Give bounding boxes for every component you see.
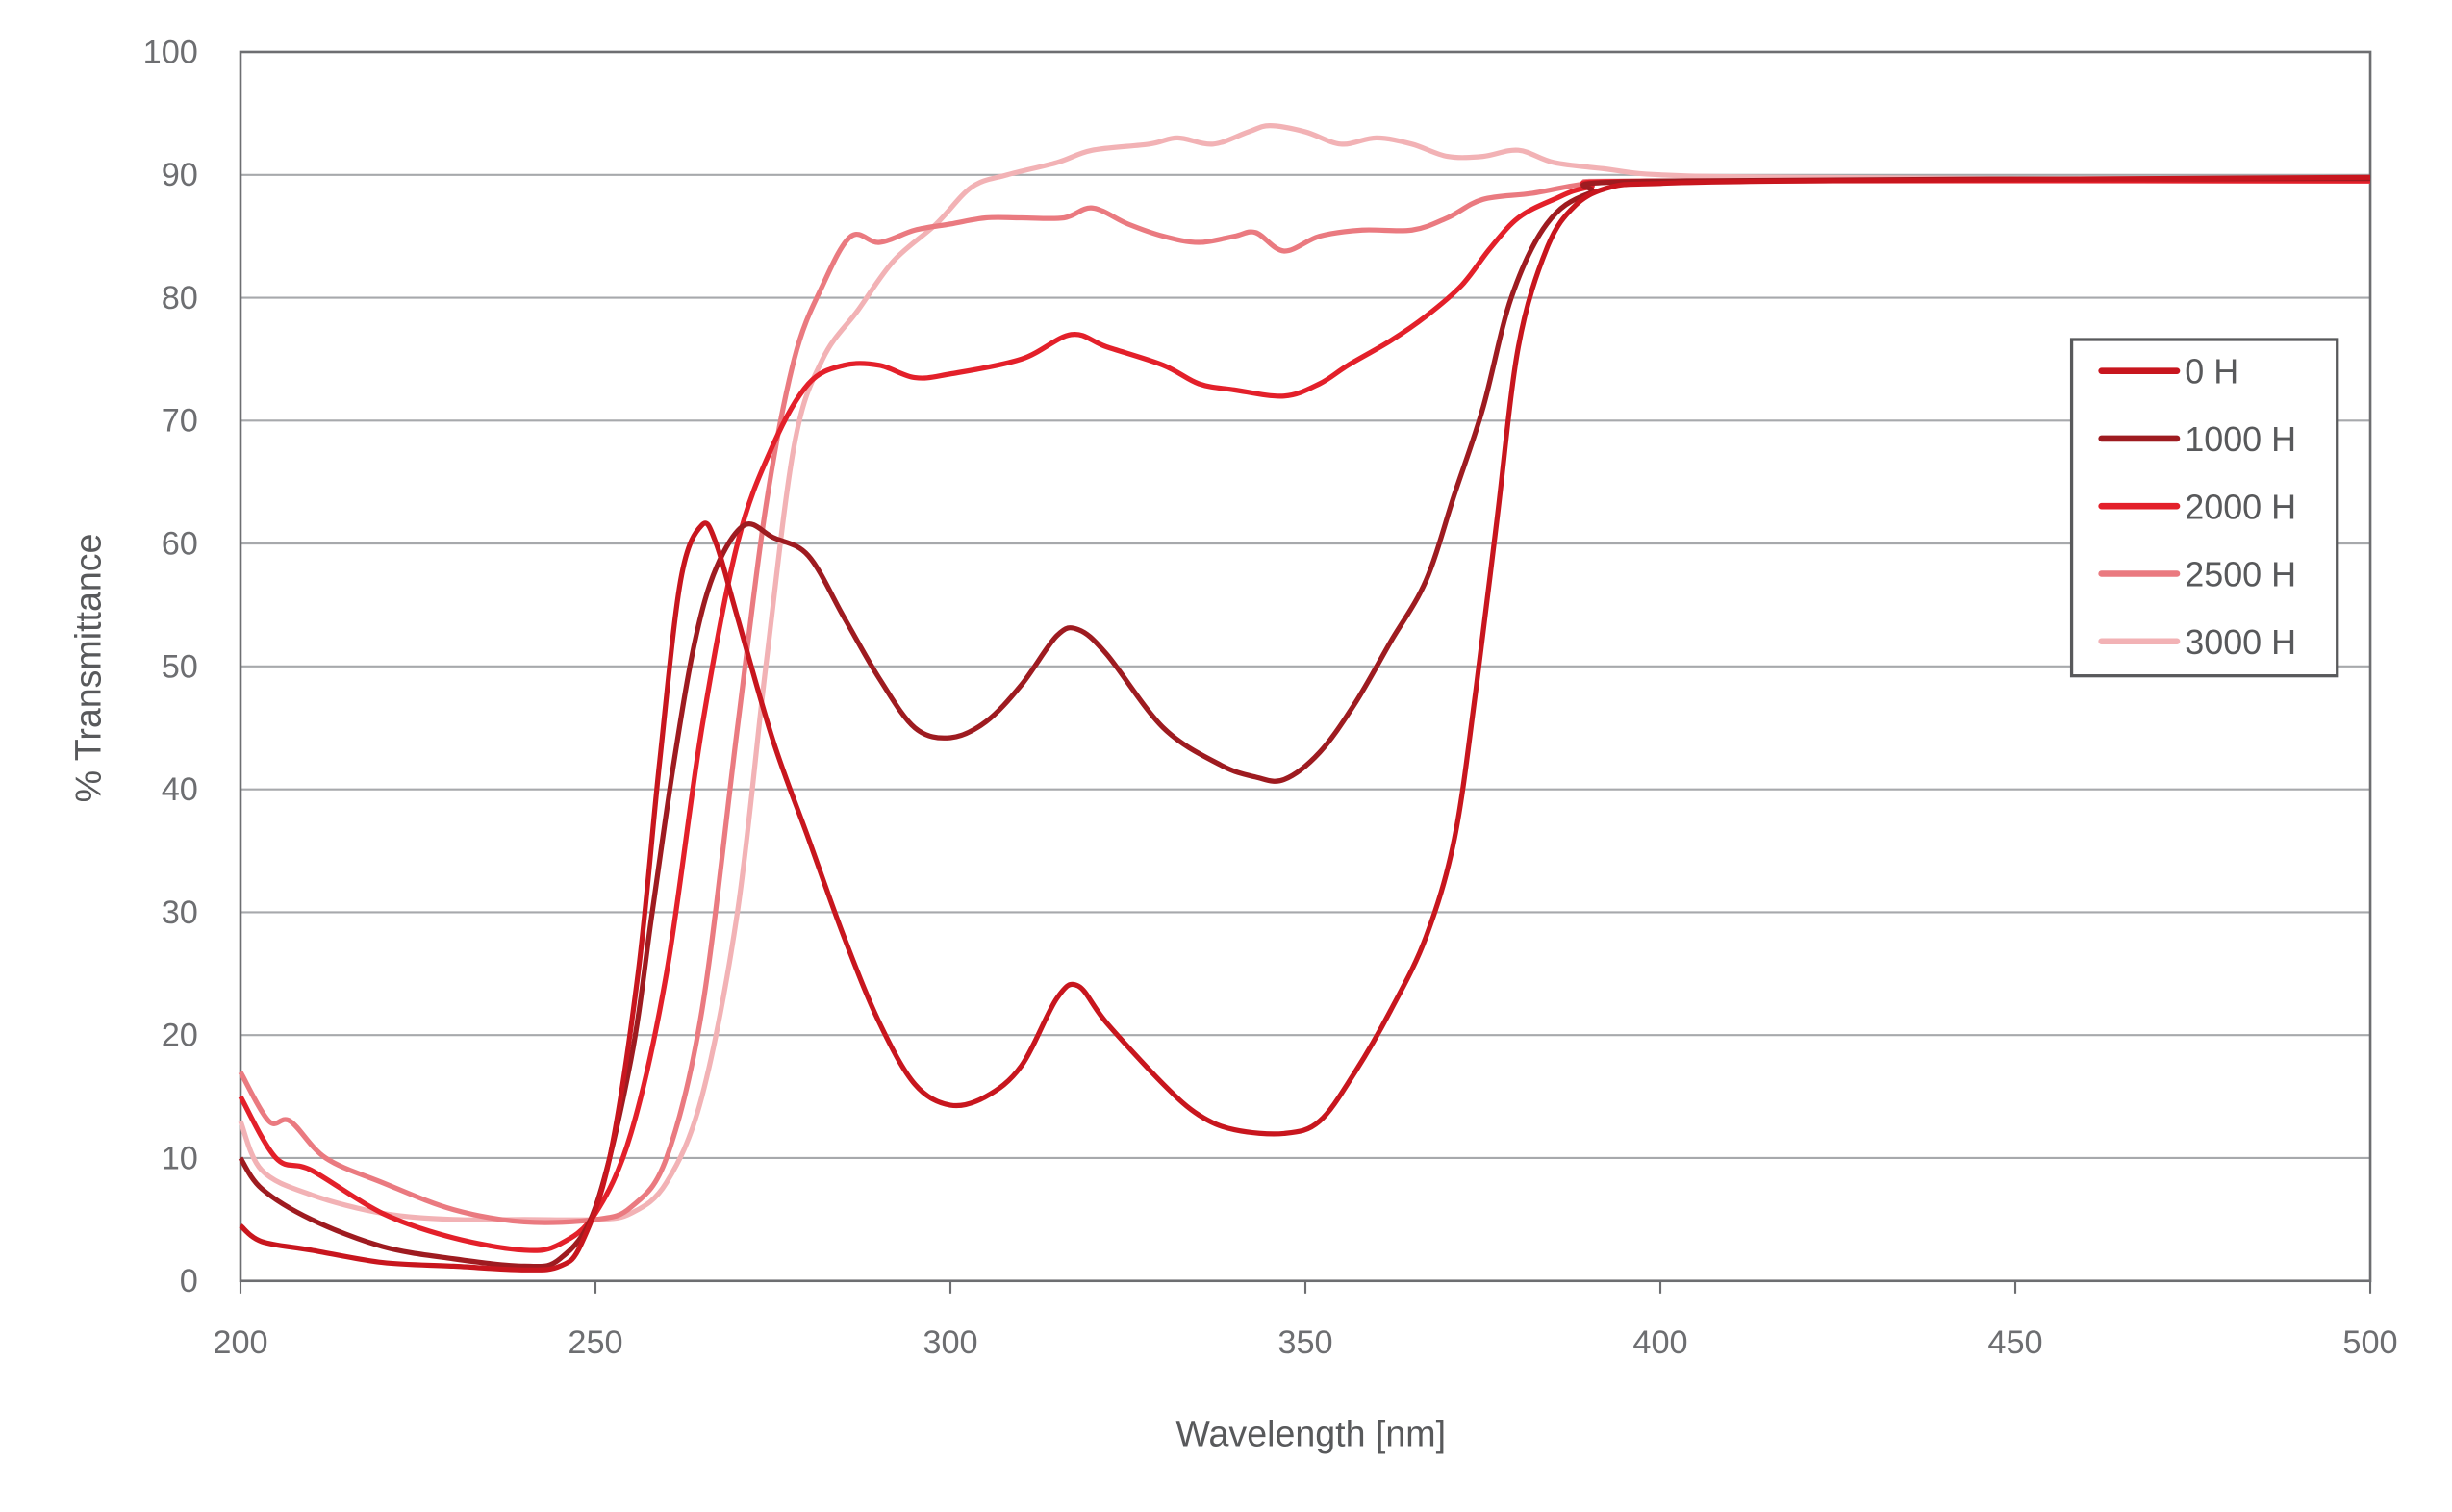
y-tick-label: 0 [180,1263,198,1299]
series-line-0h [239,174,2371,1273]
x-tick-label: 200 [213,1324,267,1361]
legend: 0 H 1000 H 2000 H 2500 H 3000 H [2069,338,2339,678]
series-line-3000h [238,123,2371,1222]
x-tick-label: 350 [1277,1324,1332,1361]
y-tick-label: 100 [143,34,198,70]
y-axis-label: % Transmittance [68,534,109,803]
x-tick-labels: 200 250 300 350 400 450 500 [213,1280,2398,1361]
x-axis-label: Wavelength [nm] [1175,1413,1446,1453]
y-tick-label: 20 [162,1018,198,1054]
legend-label: 3000 H [2185,622,2296,662]
plot-frame [239,50,2372,1283]
y-tick-label: 70 [162,403,198,440]
y-tick-label: 40 [162,771,198,808]
x-tick-label: 300 [923,1324,977,1361]
y-tick-label: 80 [162,280,198,316]
legend-label: 2500 H [2185,555,2296,594]
y-tick-label: 60 [162,526,198,563]
gridlines [240,173,2371,1160]
x-tick-label: 500 [2342,1324,2397,1361]
series-line-2000h [238,178,2371,1253]
x-tick-label: 400 [1632,1324,1687,1361]
y-tick-label: 50 [162,648,198,685]
y-tick-labels: 0 10 20 30 40 50 60 70 80 90 100 [143,34,198,1299]
series-line-2500h [238,178,2371,1225]
legend-label: 0 H [2185,352,2238,391]
y-tick-label: 30 [162,895,198,931]
y-tick-label: 90 [162,157,198,193]
x-tick-label: 450 [1987,1324,2042,1361]
series-lines [238,123,2371,1273]
legend-label: 1000 H [2185,419,2296,459]
x-tick-label: 250 [568,1324,622,1361]
series-line-1000h [238,175,2371,1270]
y-tick-label: 10 [162,1140,198,1176]
legend-label: 2000 H [2185,487,2296,526]
